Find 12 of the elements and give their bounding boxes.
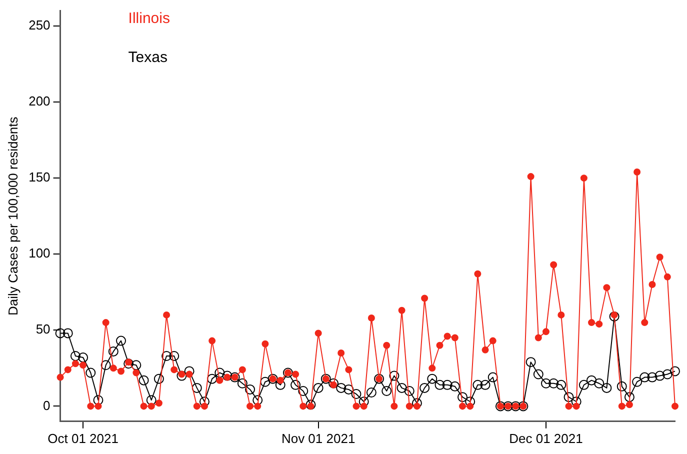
y-tick-label: 100 bbox=[28, 246, 50, 261]
y-tick-label: 0 bbox=[43, 398, 50, 413]
x-tick-label: Nov 01 2021 bbox=[281, 430, 356, 446]
y-tick-label: 250 bbox=[28, 18, 50, 33]
x-tick-label: Oct 01 2021 bbox=[48, 430, 118, 446]
text: Texas bbox=[128, 48, 168, 66]
y-axis-title: Daily Cases per 100,000 residents bbox=[5, 116, 20, 316]
y-tick-label: 150 bbox=[28, 170, 50, 185]
x-tick-label: Dec 01 2021 bbox=[509, 430, 583, 446]
y-tick-label: 50 bbox=[36, 322, 50, 337]
y-tick-label: 200 bbox=[28, 94, 50, 109]
text: Illinois bbox=[128, 10, 170, 27]
